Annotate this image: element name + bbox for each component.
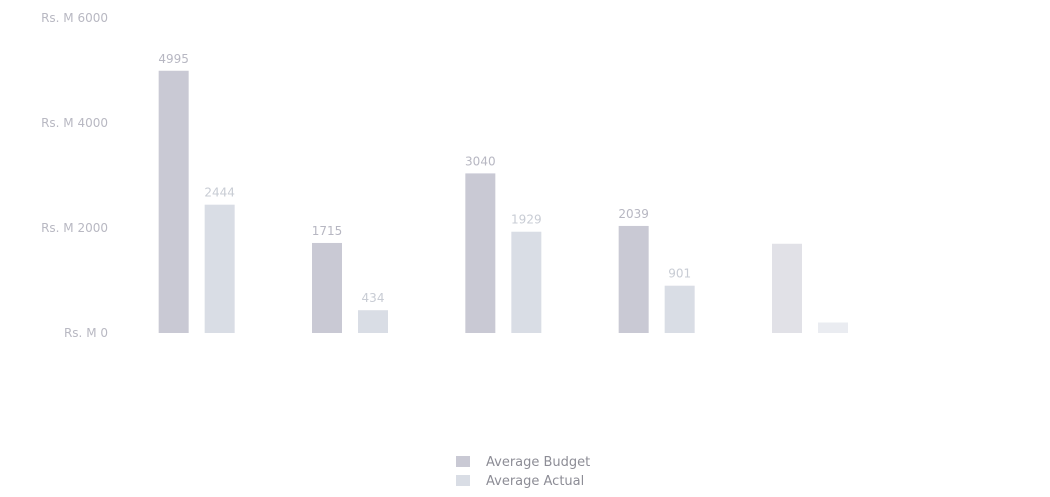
y-tick-label: Rs. M 6000 (41, 11, 108, 25)
y-axis: Rs. M 0 Rs. M 2000 Rs. M 4000 Rs. M 6000 (41, 11, 108, 340)
bar-actual (358, 310, 388, 333)
legend-label: Average Actual (486, 474, 584, 489)
bar-actual (818, 322, 848, 333)
legend-swatch (456, 456, 470, 467)
bar-budget (618, 225, 649, 333)
bar-value-label: 3040 (465, 154, 496, 168)
bar-value-label: 901 (668, 267, 691, 281)
bar-value-label: 1929 (511, 213, 542, 227)
legend-label: Average Budget (486, 455, 590, 470)
legend-swatch (456, 475, 470, 486)
bar-actual (664, 285, 695, 333)
y-tick-label: Rs. M 0 (64, 326, 108, 340)
bar-actual (204, 204, 235, 333)
bar-budget (772, 243, 802, 333)
bar-budget (158, 70, 189, 333)
bars-group (158, 70, 848, 333)
bar-value-label: 4995 (158, 52, 189, 66)
y-tick-label: Rs. M 4000 (41, 116, 108, 130)
bar-value-label: 434 (362, 291, 385, 305)
bar-value-label: 2039 (618, 207, 649, 221)
bar-actual (511, 231, 542, 333)
bar-value-label: 2444 (204, 186, 235, 200)
bar-budget (312, 242, 342, 333)
y-tick-label: Rs. M 2000 (41, 221, 108, 235)
legend: Average Budget Average Actual (456, 455, 590, 489)
bar-value-label: 1715 (312, 224, 343, 238)
bar-budget (465, 173, 496, 333)
value-labels-group: 4995 2444 1715 434 3040 1929 2039 901 (158, 52, 691, 305)
